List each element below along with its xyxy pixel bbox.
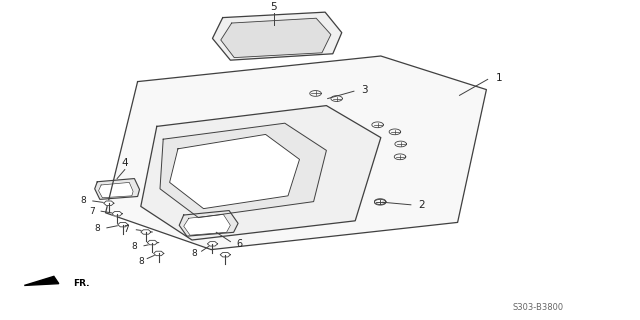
Polygon shape — [95, 179, 140, 199]
Text: 8: 8 — [94, 224, 100, 233]
Polygon shape — [212, 12, 342, 60]
Polygon shape — [154, 251, 164, 256]
Text: 8: 8 — [131, 242, 137, 251]
Text: 5: 5 — [271, 2, 277, 12]
Text: 6: 6 — [236, 238, 243, 249]
Polygon shape — [141, 230, 151, 234]
Polygon shape — [99, 182, 133, 198]
Polygon shape — [147, 240, 157, 245]
Polygon shape — [106, 56, 486, 250]
Text: 8: 8 — [191, 249, 197, 258]
Text: S303-B3800: S303-B3800 — [512, 303, 563, 312]
Text: 8: 8 — [138, 257, 143, 266]
Text: 7: 7 — [89, 207, 95, 216]
Text: 7: 7 — [124, 225, 129, 234]
Polygon shape — [24, 276, 59, 285]
Polygon shape — [141, 106, 381, 240]
Text: 2: 2 — [418, 200, 424, 210]
Polygon shape — [184, 214, 230, 235]
Polygon shape — [170, 134, 300, 209]
Text: FR.: FR. — [74, 279, 90, 288]
Text: 3: 3 — [361, 85, 367, 95]
Text: 4: 4 — [122, 157, 128, 168]
Polygon shape — [104, 201, 114, 205]
Text: 8: 8 — [80, 196, 86, 205]
Polygon shape — [179, 211, 238, 236]
Text: 1: 1 — [496, 73, 502, 83]
Polygon shape — [220, 252, 230, 257]
Polygon shape — [207, 242, 218, 246]
Polygon shape — [118, 222, 128, 227]
Polygon shape — [160, 123, 326, 218]
Polygon shape — [221, 18, 331, 58]
Polygon shape — [112, 212, 122, 216]
